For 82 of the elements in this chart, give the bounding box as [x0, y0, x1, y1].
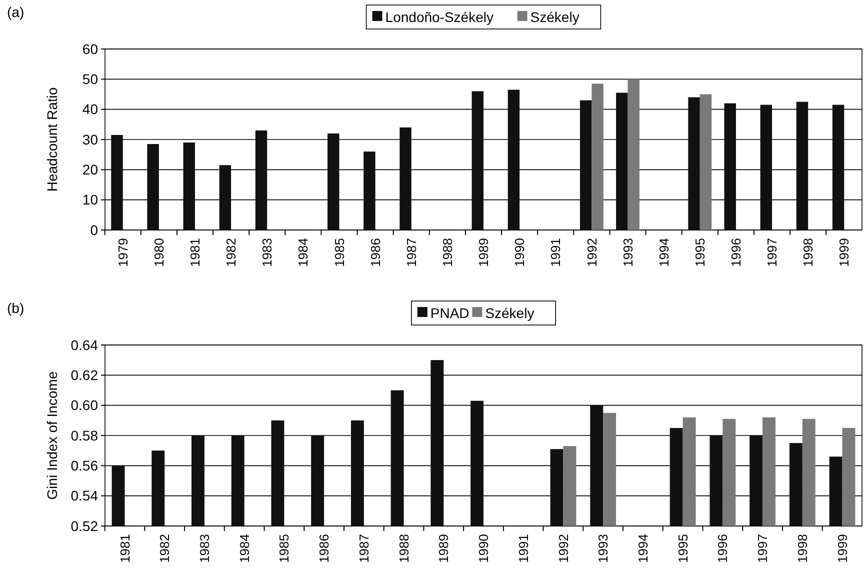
y-tick-label: 0.58 [70, 427, 98, 444]
bar [472, 91, 484, 230]
y-tick-label: 0.62 [70, 367, 98, 384]
legend-label: Londoño-Székely [385, 8, 494, 25]
x-tick-label: 1991 [548, 238, 564, 267]
bar [628, 79, 640, 230]
x-tick-label: 1988 [440, 238, 455, 267]
x-tick-label: 1992 [556, 534, 571, 563]
y-tick-label: 0.64 [70, 336, 98, 353]
x-tick-label: 1980 [151, 238, 166, 267]
y-tick-label: 20 [82, 162, 98, 178]
bar [700, 94, 712, 230]
bar [832, 104, 844, 230]
x-tick-label: 1981 [117, 534, 132, 563]
bar [760, 104, 772, 230]
x-tick-label: 1981 [188, 238, 203, 267]
bar [364, 152, 376, 230]
bar [400, 127, 412, 230]
x-tick-label: 1997 [755, 534, 770, 563]
x-tick-label: 1993 [620, 238, 636, 267]
x-tick-label: 1984 [236, 534, 252, 563]
bar [508, 90, 520, 230]
bar [616, 92, 628, 230]
bar [796, 102, 808, 230]
legend-label: PNAD [430, 304, 470, 321]
bar [147, 144, 159, 230]
x-tick-label: 1999 [834, 534, 850, 563]
y-tick-label: 0.54 [70, 488, 98, 504]
y-tick-label: 10 [82, 192, 98, 208]
legend-label: Székely [530, 8, 580, 25]
bar [183, 142, 195, 230]
x-tick-label: 1985 [276, 534, 292, 563]
x-tick-label: 1982 [224, 238, 239, 267]
y-tick-label: 0.56 [70, 458, 98, 474]
bar [724, 103, 736, 230]
y-axis-title: Gini Index of Income [44, 371, 60, 500]
x-tick-label: 1992 [584, 238, 600, 267]
x-tick-label: 1993 [596, 534, 611, 563]
x-tick-label: 1995 [692, 238, 708, 267]
x-tick-label: 1986 [316, 534, 332, 563]
x-tick-label: 1986 [368, 238, 383, 267]
bar [592, 84, 604, 230]
y-tick-label: 0 [90, 222, 98, 238]
y-tick-label: 0.60 [70, 397, 98, 414]
x-tick-label: 1996 [728, 238, 744, 267]
y-axis-title: Headcount Ratio [44, 87, 60, 192]
x-tick-label: 1979 [115, 238, 130, 267]
y-tick-label: 60 [82, 40, 98, 57]
x-tick-label: 1990 [512, 238, 528, 267]
bar [328, 133, 340, 230]
x-tick-label: 1999 [836, 238, 852, 267]
x-tick-label: 1998 [800, 238, 816, 267]
x-tick-label: 1997 [764, 238, 780, 267]
bar [111, 134, 123, 230]
bar [580, 100, 592, 230]
x-tick-label: 1987 [404, 238, 419, 267]
x-tick-label: 1994 [636, 534, 650, 563]
y-tick-label: 40 [82, 101, 98, 118]
bar [255, 130, 268, 230]
x-tick-label: 1985 [332, 238, 347, 267]
bar [688, 97, 700, 230]
y-tick-label: 50 [82, 71, 98, 88]
x-tick-label: 1982 [157, 534, 172, 563]
legend-label: Székely [485, 304, 534, 321]
text: (b) [7, 300, 24, 316]
x-tick-label: 1994 [656, 238, 672, 267]
y-tick-label: 30 [82, 131, 98, 148]
text: (a) [7, 4, 24, 20]
x-tick-label: 1988 [396, 534, 412, 563]
x-tick-label: 1990 [476, 534, 492, 563]
x-tick-label: 1991 [516, 534, 531, 563]
x-tick-label: 1996 [715, 534, 730, 563]
x-tick-label: 1987 [356, 534, 372, 563]
x-tick-label: 1989 [476, 238, 492, 267]
x-tick-label: 1983 [260, 238, 275, 267]
x-tick-label: 1995 [675, 534, 690, 563]
x-tick-label: 1989 [436, 534, 452, 563]
y-tick-label: 0.52 [70, 518, 98, 534]
x-tick-label: 1998 [794, 534, 810, 563]
x-tick-label: 1983 [197, 534, 212, 563]
x-tick-label: 1984 [296, 238, 311, 267]
bar [219, 165, 232, 230]
